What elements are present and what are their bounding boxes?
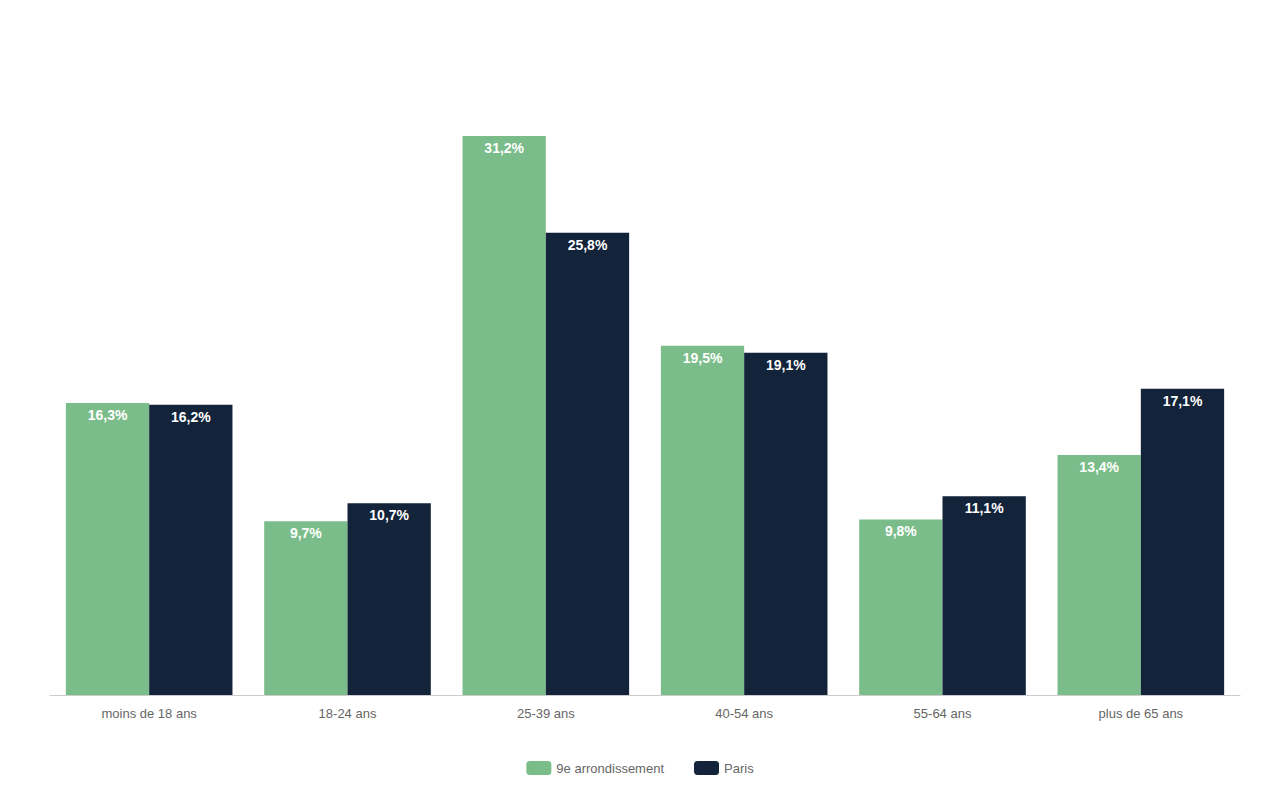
svg-text:18-24 ans: 18-24 ans bbox=[319, 706, 377, 721]
svg-text:Paris: Paris bbox=[724, 761, 754, 776]
svg-text:9,8%: 9,8% bbox=[885, 523, 917, 539]
svg-text:16,2%: 16,2% bbox=[171, 409, 211, 425]
svg-text:moins de 18 ans: moins de 18 ans bbox=[101, 706, 197, 721]
svg-text:19,1%: 19,1% bbox=[766, 357, 806, 373]
svg-text:19,5%: 19,5% bbox=[683, 350, 723, 366]
svg-text:31,2%: 31,2% bbox=[484, 140, 524, 156]
svg-text:25-39 ans: 25-39 ans bbox=[517, 706, 575, 721]
svg-text:25,8%: 25,8% bbox=[568, 237, 608, 253]
svg-text:9,7%: 9,7% bbox=[290, 525, 322, 541]
svg-text:40-54 ans: 40-54 ans bbox=[715, 706, 773, 721]
svg-text:13,4%: 13,4% bbox=[1079, 459, 1119, 475]
svg-text:16,3%: 16,3% bbox=[88, 407, 128, 423]
svg-text:10,7%: 10,7% bbox=[369, 507, 409, 523]
svg-text:11,1%: 11,1% bbox=[965, 500, 1004, 516]
svg-text:plus de 65 ans: plus de 65 ans bbox=[1099, 706, 1184, 721]
svg-text:9e arrondissement: 9e arrondissement bbox=[556, 761, 664, 776]
svg-text:17,1%: 17,1% bbox=[1163, 393, 1203, 409]
svg-text:55-64 ans: 55-64 ans bbox=[914, 706, 972, 721]
